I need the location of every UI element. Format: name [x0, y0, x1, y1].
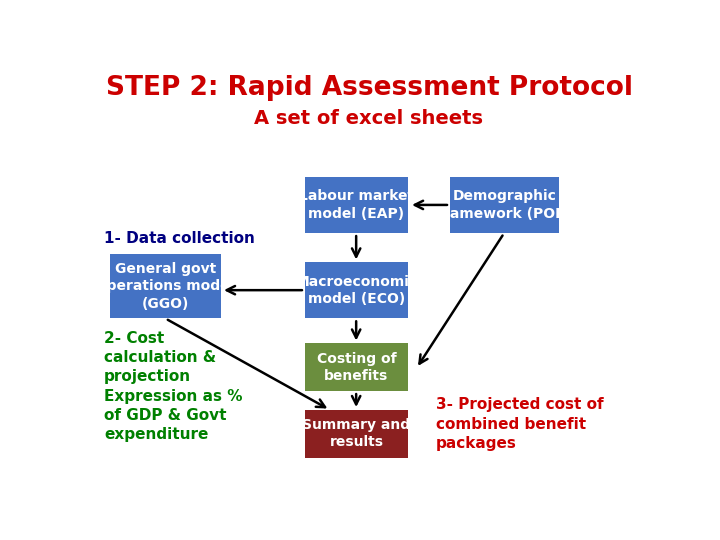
- Text: Macroeconomic
model (ECO): Macroeconomic model (ECO): [295, 275, 418, 306]
- Text: Summary and
results: Summary and results: [302, 418, 410, 449]
- Text: 1- Data collection: 1- Data collection: [104, 231, 255, 246]
- Text: STEP 2: Rapid Assessment Protocol: STEP 2: Rapid Assessment Protocol: [106, 75, 632, 100]
- Text: A set of excel sheets: A set of excel sheets: [254, 110, 484, 129]
- FancyBboxPatch shape: [305, 410, 408, 458]
- Text: General govt
operations model
(GGO): General govt operations model (GGO): [96, 262, 234, 310]
- Text: Labour market
model (EAP): Labour market model (EAP): [299, 190, 414, 221]
- Text: 2- Cost
calculation &
projection
Expression as %
of GDP & Govt
expenditure: 2- Cost calculation & projection Express…: [104, 331, 243, 442]
- Text: 3- Projected cost of
combined benefit
packages: 3- Projected cost of combined benefit pa…: [436, 397, 603, 451]
- FancyBboxPatch shape: [305, 177, 408, 233]
- Text: Costing of
benefits: Costing of benefits: [317, 352, 396, 383]
- FancyBboxPatch shape: [305, 262, 408, 319]
- FancyBboxPatch shape: [450, 177, 559, 233]
- FancyBboxPatch shape: [109, 254, 221, 319]
- Text: Demographic
framework (POP): Demographic framework (POP): [437, 190, 572, 221]
- FancyBboxPatch shape: [305, 343, 408, 391]
